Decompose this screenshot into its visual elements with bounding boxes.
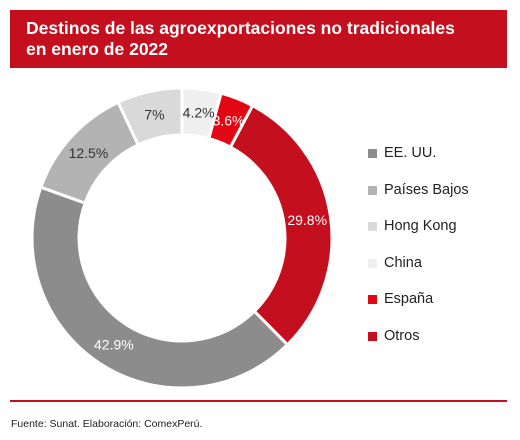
- legend-item-paises-bajos: Países Bajos: [368, 181, 469, 218]
- legend-label-otros: Otros: [384, 327, 420, 344]
- slice-ee-uu: [30, 185, 290, 390]
- legend-swatch-otros: [368, 331, 377, 341]
- legend-label-ee-uu: EE. UU.: [384, 145, 437, 161]
- slice-hong-kong: [116, 86, 184, 147]
- legend-item-ee-uu: EE. UU.: [368, 144, 469, 181]
- legend-label-hong-kong: Hong Kong: [384, 218, 457, 234]
- slice-label-espana: 3.6%: [213, 112, 245, 128]
- legend-label-china: China: [384, 254, 422, 271]
- slice-otros: [228, 103, 334, 347]
- legend-item-hong-kong: Hong Kong: [368, 217, 469, 254]
- donut-slice-labels: 4.2%3.6% 29.8% 42.9% 12.5% 7%: [69, 105, 327, 353]
- legend-swatch-hong-kong: [368, 222, 377, 231]
- legend-item-china: China: [368, 254, 469, 291]
- legend-item-otros: Otros: [368, 327, 469, 364]
- legend-label-paises-bajos: Países Bajos: [384, 181, 469, 198]
- slice-label-china: 4.2%: [183, 105, 215, 121]
- slice-label-otros: 29.8%: [287, 212, 327, 228]
- slice-label-ee-uu: 42.9%: [94, 337, 134, 353]
- footer-divider: [10, 400, 507, 402]
- legend-swatch-espana: [368, 295, 377, 304]
- chart-legend: EE. UU. Países Bajos Hong Kong China España O…: [368, 144, 469, 363]
- slice-label-hong-kong: 7%: [144, 107, 164, 123]
- legend-swatch-paises-bajos: [368, 185, 377, 195]
- source-note: Fuente: Sunat. Elaboración: ComexPerú.: [11, 418, 203, 430]
- legend-swatch-china: [368, 258, 377, 268]
- slice-label-paises-bajos: 12.5%: [69, 145, 109, 161]
- chart-title-banner: Destinos de las agroexportaciones no tra…: [10, 10, 507, 68]
- donut-slices: [30, 86, 334, 390]
- legend-item-espana: España: [368, 290, 469, 327]
- legend-label-espana: España: [384, 291, 434, 307]
- legend-swatch-ee-uu: [368, 149, 377, 158]
- chart-title-line-2: en enero de 2022: [26, 39, 169, 59]
- chart-title-line-1: Destinos de las agroexportaciones no tra…: [26, 18, 455, 38]
